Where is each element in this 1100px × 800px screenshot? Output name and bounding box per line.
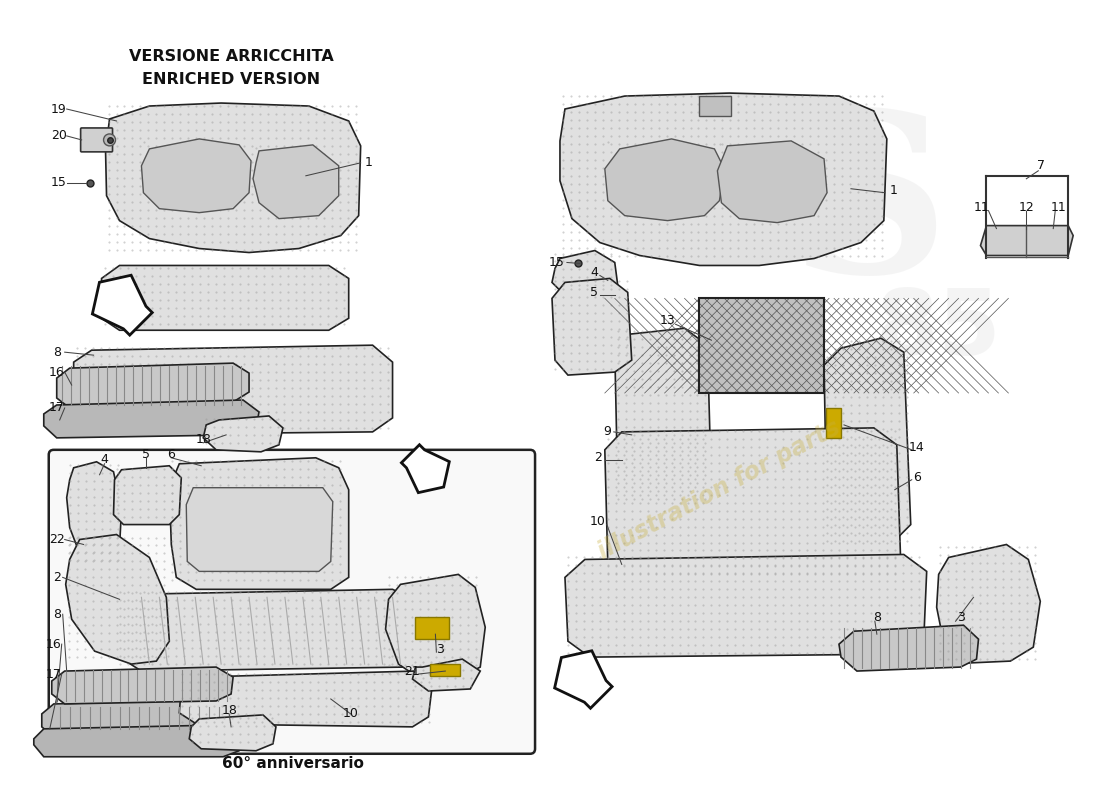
Text: 3: 3 [957,610,965,624]
Text: 6: 6 [167,448,175,462]
Bar [700,96,732,116]
Text: 20: 20 [51,130,67,142]
Text: 6: 6 [913,471,921,484]
Bar [826,408,842,438]
Polygon shape [839,626,979,671]
Text: 3: 3 [437,642,444,656]
Text: 1: 1 [890,184,898,198]
Polygon shape [253,145,339,218]
Text: 22: 22 [48,533,65,546]
Polygon shape [169,458,349,590]
Text: 11: 11 [974,201,989,214]
Polygon shape [717,141,827,222]
Text: 9: 9 [603,426,611,438]
Polygon shape [565,554,926,657]
Bar [430,664,460,676]
Text: 12: 12 [1019,201,1034,214]
Text: 4: 4 [100,454,109,466]
Bar [700,298,824,393]
Text: 19: 19 [51,102,67,115]
Text: 5: 5 [142,448,151,462]
Polygon shape [34,725,241,757]
Polygon shape [615,328,712,508]
Bar [416,618,450,639]
Text: 13: 13 [660,314,675,326]
Text: 17: 17 [48,402,65,414]
Text: 16: 16 [46,638,62,650]
FancyBboxPatch shape [48,450,535,754]
Polygon shape [386,574,485,679]
Text: 10: 10 [343,707,359,721]
Text: illustration for parts: illustration for parts [594,415,845,564]
Circle shape [103,134,116,146]
Polygon shape [552,278,631,375]
Polygon shape [118,590,422,671]
Polygon shape [179,671,432,727]
Text: 85: 85 [876,286,1001,374]
Polygon shape [186,488,333,571]
Polygon shape [44,400,258,438]
Polygon shape [42,699,241,737]
Text: 2: 2 [53,571,60,584]
Polygon shape [605,139,725,221]
Polygon shape [560,93,887,266]
Text: 14: 14 [909,442,925,454]
Polygon shape [554,650,612,708]
Text: S: S [789,102,949,318]
Polygon shape [142,139,251,213]
Text: 5: 5 [590,286,597,299]
Text: 16: 16 [48,366,65,378]
FancyBboxPatch shape [80,128,112,152]
Bar [700,298,824,393]
Text: 18: 18 [221,705,238,718]
Text: 8: 8 [873,610,881,624]
Text: VERSIONE ARRICCHITA: VERSIONE ARRICCHITA [129,49,333,64]
Polygon shape [937,545,1041,663]
Polygon shape [113,466,182,525]
Text: 15: 15 [549,256,565,269]
Polygon shape [204,416,283,452]
Polygon shape [101,266,349,330]
Polygon shape [189,715,276,750]
Polygon shape [605,428,901,582]
Polygon shape [92,275,152,335]
Polygon shape [66,534,169,664]
Text: 8: 8 [53,608,60,621]
Text: 17: 17 [46,667,62,681]
Text: 21: 21 [405,665,420,678]
Text: 2: 2 [594,451,602,464]
Text: ENRICHED VERSION: ENRICHED VERSION [142,72,320,86]
Polygon shape [402,445,449,493]
Polygon shape [106,103,361,253]
Text: 8: 8 [53,346,60,358]
Text: 7: 7 [1037,159,1045,172]
Polygon shape [824,338,911,545]
Text: 18: 18 [196,434,211,446]
Polygon shape [980,226,1074,255]
Polygon shape [552,250,618,295]
Polygon shape [57,363,249,408]
Polygon shape [412,659,481,691]
Polygon shape [67,462,121,565]
Text: 4: 4 [590,266,597,279]
Polygon shape [74,345,393,435]
Text: 11: 11 [1050,201,1066,214]
Text: 15: 15 [51,176,67,190]
Text: 10: 10 [590,515,606,528]
Text: 60° anniversario: 60° anniversario [222,756,364,771]
Text: 1: 1 [365,156,373,170]
Polygon shape [52,667,233,704]
